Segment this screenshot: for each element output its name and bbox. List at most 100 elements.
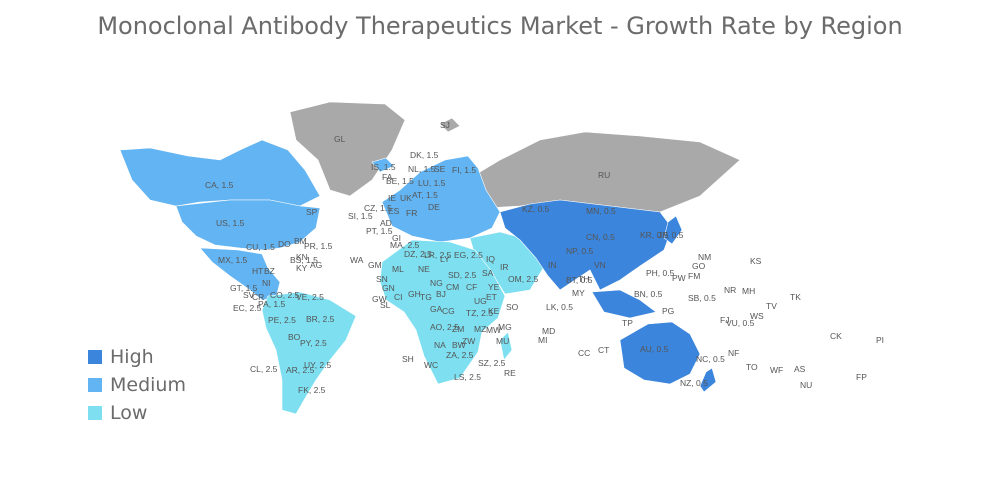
country-label: ZW: [462, 336, 475, 346]
region-se-asia[interactable]: [591, 289, 657, 319]
country-label: PW: [672, 273, 686, 283]
country-label: CA, 1.5: [205, 180, 234, 190]
country-label: BN, 0.5: [634, 289, 663, 299]
region-greenland[interactable]: [289, 101, 406, 197]
country-label: BW: [452, 340, 466, 350]
country-label: JP, 0.5: [658, 230, 684, 240]
country-label: YE: [488, 282, 500, 292]
country-label: GI: [392, 233, 401, 243]
country-label: NP, 0.5: [566, 246, 594, 256]
country-label: EC, 2.5: [233, 303, 262, 313]
region-japan[interactable]: [663, 215, 683, 245]
country-label: IR: [500, 262, 509, 272]
country-label: SP: [306, 207, 318, 217]
country-label: TP: [622, 318, 633, 328]
country-label: MZ: [474, 324, 486, 334]
country-label: DE: [428, 202, 440, 212]
country-label: VU, 0.5: [726, 318, 755, 328]
country-label: AD: [380, 218, 392, 228]
country-label: CZ, 1.5: [364, 203, 392, 213]
country-label: GL: [334, 134, 346, 144]
country-label: CR: [252, 292, 264, 302]
country-label: MY: [572, 288, 585, 298]
country-label: RE: [504, 368, 516, 378]
legend-item-high: High: [88, 343, 186, 371]
region-madagascar[interactable]: [499, 331, 513, 361]
country-label: UG: [474, 296, 487, 306]
region-iceland[interactable]: [371, 157, 395, 173]
country-label: TG: [420, 292, 432, 302]
country-label: SA: [482, 268, 494, 278]
country-label: MH: [742, 286, 755, 296]
country-label: GO: [692, 261, 706, 271]
country-label: AG: [310, 260, 322, 270]
region-svalbard[interactable]: [439, 117, 461, 133]
country-label: BO: [288, 332, 301, 342]
country-label: ET: [486, 292, 497, 302]
legend-item-low: Low: [88, 399, 186, 427]
country-label: WC: [424, 360, 438, 370]
map-title: Monoclonal Antibody Therapeutics Market …: [97, 12, 903, 40]
country-label: MI: [538, 335, 547, 345]
country-label: SD, 2.5: [448, 270, 477, 280]
region-south-america[interactable]: [261, 291, 357, 415]
country-label: CF: [466, 282, 477, 292]
country-label: CC: [578, 348, 590, 358]
country-label: EG, 2.5: [454, 250, 483, 260]
country-label: CG: [442, 306, 455, 316]
country-label: PH, 0.5: [646, 268, 675, 278]
country-label: US, 1.5: [216, 218, 245, 228]
legend-swatch-high: [88, 350, 102, 364]
country-label: FR: [406, 208, 417, 218]
country-label: CT: [598, 345, 609, 355]
country-label: GT, 1.5: [230, 283, 258, 293]
country-label: CO, 2.5: [270, 290, 300, 300]
region-new-zealand[interactable]: [699, 367, 717, 393]
country-label: BZ: [264, 266, 275, 276]
country-label: IQ: [486, 254, 495, 264]
country-label: SE: [434, 164, 446, 174]
country-label: FK, 2.5: [298, 385, 326, 395]
country-label: IN: [548, 260, 557, 270]
country-label: NI: [262, 278, 271, 288]
country-label: MW: [486, 325, 501, 335]
region-europe[interactable]: [381, 155, 501, 243]
region-asia[interactable]: [499, 199, 673, 291]
country-label: BE, 1.5: [386, 176, 414, 186]
country-label: AS: [794, 364, 806, 374]
region-australia[interactable]: [619, 321, 701, 385]
country-label: LK, 0.5: [546, 302, 573, 312]
country-label: FI, 1.5: [452, 165, 476, 175]
legend-swatch-medium: [88, 378, 102, 392]
country-label: SO: [506, 302, 519, 312]
country-label: GN: [382, 283, 395, 293]
country-label: CN, 0.5: [586, 232, 615, 242]
country-label: SH: [402, 354, 414, 364]
country-label: VN: [594, 260, 606, 270]
country-label: DK, 1.5: [410, 150, 439, 160]
country-label: CI: [394, 292, 403, 302]
country-label: PG: [662, 306, 674, 316]
region-canada[interactable]: [119, 139, 321, 207]
country-label: TO: [746, 362, 758, 372]
country-label: SJ: [440, 120, 450, 130]
country-label: PR, 1.5: [304, 241, 333, 251]
country-label: MN, 0.5: [586, 206, 616, 216]
country-label: DO: [278, 239, 291, 249]
country-label: UK: [400, 193, 412, 203]
country-label: KE: [488, 306, 500, 316]
region-usa[interactable]: [175, 199, 321, 251]
country-label: AR, 2.5: [286, 365, 315, 375]
country-label: SN: [376, 274, 388, 284]
legend-item-medium: Medium: [88, 371, 186, 399]
country-label: ZM: [452, 324, 464, 334]
region-africa[interactable]: [379, 239, 506, 385]
country-label: UY, 2.5: [304, 360, 332, 370]
country-label: WS: [750, 311, 764, 321]
country-label: AO, 2.5: [430, 322, 459, 332]
country-label: OM, 2.5: [508, 274, 539, 284]
country-label: AT, 1.5: [412, 190, 438, 200]
country-label: BT, 0.5: [566, 275, 593, 285]
